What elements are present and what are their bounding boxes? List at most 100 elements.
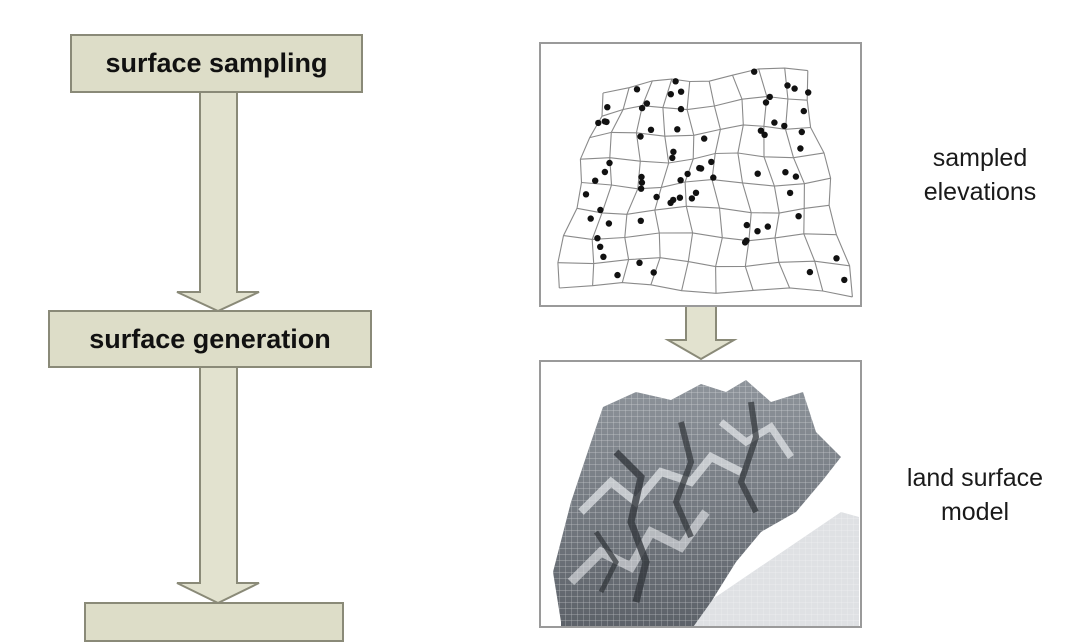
sample-grid-figure <box>557 67 853 298</box>
grid-row-line <box>559 282 853 298</box>
sample-point <box>795 213 802 220</box>
sample-point <box>805 89 812 96</box>
grid-row-line <box>580 152 825 164</box>
sample-point <box>653 193 660 201</box>
step-surface-sampling-label: surface sampling <box>105 48 328 78</box>
sample-point <box>677 88 685 95</box>
grid-col-line <box>621 80 653 283</box>
sample-point <box>674 126 681 133</box>
sample-point <box>754 228 761 235</box>
sample-point <box>643 100 651 107</box>
step-surface-sampling: surface sampling <box>70 34 363 93</box>
sample-point <box>597 206 604 214</box>
sample-point <box>771 119 778 126</box>
sample-point <box>688 195 696 202</box>
sample-point <box>743 237 750 244</box>
sample-point <box>606 159 613 167</box>
sample-point <box>601 168 609 176</box>
sample-point <box>676 194 684 201</box>
grid-col-line <box>681 81 695 291</box>
sample-point <box>633 86 641 93</box>
sample-point <box>650 269 657 276</box>
sample-point <box>582 191 590 198</box>
terrain-figure <box>553 380 859 626</box>
sample-point <box>781 122 788 130</box>
step-surface-generation: surface generation <box>48 310 372 368</box>
sample-point <box>784 82 791 89</box>
sample-point <box>594 235 601 242</box>
sample-point <box>667 91 674 98</box>
flow-arrows-layer <box>176 91 738 605</box>
sample-point <box>677 177 684 184</box>
sampled-elevations-panel <box>539 42 862 307</box>
sample-point <box>614 271 621 279</box>
grid-row-line <box>557 257 850 268</box>
sample-point <box>587 215 594 222</box>
grid-row-line <box>576 204 830 215</box>
sample-point <box>786 189 794 197</box>
sample-point <box>692 189 700 196</box>
sample-point <box>762 99 770 106</box>
sample-point <box>670 148 677 155</box>
sample-point <box>792 173 800 180</box>
grid-col-line <box>591 87 630 286</box>
grid-col-line <box>784 68 824 292</box>
sample-point <box>764 223 771 230</box>
sample-point <box>766 93 773 101</box>
sample-point <box>757 127 765 134</box>
caption-land-surface-model: land surface model <box>906 464 1044 526</box>
sample-point <box>637 217 644 224</box>
sample-point <box>806 268 814 276</box>
grid-row-line <box>602 67 808 94</box>
sample-point <box>600 253 607 260</box>
sample-point <box>800 107 807 115</box>
grid-row-line <box>601 95 808 117</box>
sample-point <box>601 118 608 125</box>
sample-point <box>797 145 804 152</box>
sample-point <box>592 177 599 184</box>
sample-point <box>696 164 703 172</box>
sample-point <box>761 131 768 138</box>
sample-point <box>605 220 613 227</box>
sample-point <box>833 255 840 262</box>
caption-sampled-elevations: sampled elevations <box>923 144 1037 206</box>
grid-col-line <box>708 81 723 294</box>
grid-col-line <box>650 78 673 285</box>
sample-point <box>701 135 708 142</box>
grid-col-line <box>806 70 853 297</box>
sample-point <box>751 68 758 75</box>
sample-point <box>754 170 761 177</box>
grid-col-line <box>758 68 791 289</box>
grid-row-line <box>589 124 811 139</box>
sample-point <box>677 105 685 113</box>
sample-point <box>597 243 604 250</box>
flow-arrow-2 <box>176 366 260 605</box>
sample-point <box>791 85 798 92</box>
land-surface-model-panel <box>539 360 862 628</box>
sample-point <box>637 185 645 192</box>
grid-row-line <box>581 177 831 190</box>
sample-point <box>798 128 805 136</box>
sample-point <box>595 119 602 127</box>
sample-point <box>743 221 750 229</box>
flow-arrow-1 <box>176 91 260 313</box>
sample-point <box>841 276 848 284</box>
sample-point <box>684 170 691 178</box>
sample-point <box>638 104 646 112</box>
sample-point <box>604 104 611 111</box>
sample-point <box>637 133 644 140</box>
sample-point <box>669 154 676 162</box>
sample-point <box>672 78 679 85</box>
sample-point <box>647 126 655 133</box>
sample-point <box>638 173 645 181</box>
sample-point <box>636 259 643 266</box>
sample-point <box>710 174 717 181</box>
sample-point <box>782 169 789 176</box>
panel-arrow <box>664 304 738 361</box>
step-third-partial <box>84 602 344 642</box>
sample-point <box>638 179 646 186</box>
step-surface-generation-label: surface generation <box>89 323 331 354</box>
grid-col-line <box>731 74 754 291</box>
sample-point <box>708 158 715 166</box>
grid-row-line <box>563 232 837 242</box>
